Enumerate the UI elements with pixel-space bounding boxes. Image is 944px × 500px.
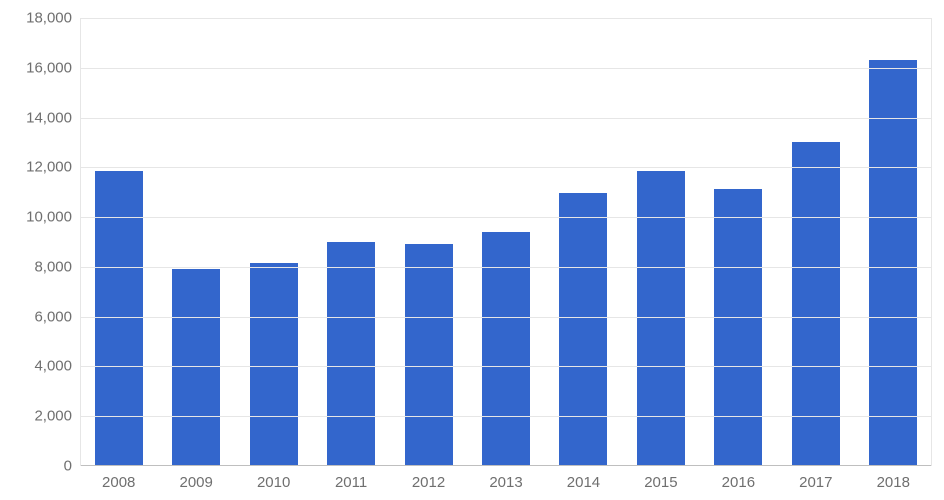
- gridline: [80, 68, 932, 69]
- bar: [327, 242, 375, 466]
- y-tick-label: 4,000: [34, 358, 80, 375]
- x-tick-label: 2017: [799, 466, 832, 491]
- bar: [869, 60, 917, 466]
- bars-layer: [80, 18, 932, 466]
- gridline: [80, 416, 932, 417]
- x-tick-label: 2015: [644, 466, 677, 491]
- bar: [714, 189, 762, 467]
- x-tick-label: 2010: [257, 466, 290, 491]
- gridline: [80, 267, 932, 268]
- bar: [172, 269, 220, 466]
- y-tick-label: 0: [64, 458, 80, 475]
- bar: [559, 193, 607, 466]
- plot-left-edge: [80, 18, 81, 466]
- y-tick-label: 6,000: [34, 308, 80, 325]
- x-tick-label: 2012: [412, 466, 445, 491]
- x-tick-label: 2011: [335, 466, 367, 491]
- gridline: [80, 18, 932, 19]
- y-tick-label: 18,000: [26, 10, 80, 27]
- bar: [637, 171, 685, 466]
- x-tick-label: 2013: [489, 466, 522, 491]
- gridline: [80, 217, 932, 218]
- bar: [792, 142, 840, 466]
- x-tick-label: 2009: [179, 466, 212, 491]
- bar: [405, 244, 453, 466]
- plot-area: 02,0004,0006,0008,00010,00012,00014,0001…: [80, 18, 932, 466]
- gridline: [80, 167, 932, 168]
- y-tick-label: 2,000: [34, 408, 80, 425]
- gridline: [80, 118, 932, 119]
- y-tick-label: 12,000: [26, 159, 80, 176]
- y-tick-label: 14,000: [26, 109, 80, 126]
- bar-chart: 0 2,000 4,000 6,000 8,000 10,000 12,000 14,000 1…: [0, 0, 944, 500]
- plot-right-edge: [931, 18, 932, 466]
- x-tick-label: 2014: [567, 466, 600, 491]
- bar: [95, 171, 143, 466]
- y-tick-label: 16,000: [26, 59, 80, 76]
- gridline: [80, 317, 932, 318]
- bar: [250, 263, 298, 466]
- x-tick-label: 2018: [877, 466, 910, 491]
- gridline: [80, 366, 932, 367]
- y-tick-label: 10,000: [26, 209, 80, 226]
- x-tick-label: 2008: [102, 466, 135, 491]
- x-tick-label: 2016: [722, 466, 755, 491]
- y-tick-label: 8,000: [34, 258, 80, 275]
